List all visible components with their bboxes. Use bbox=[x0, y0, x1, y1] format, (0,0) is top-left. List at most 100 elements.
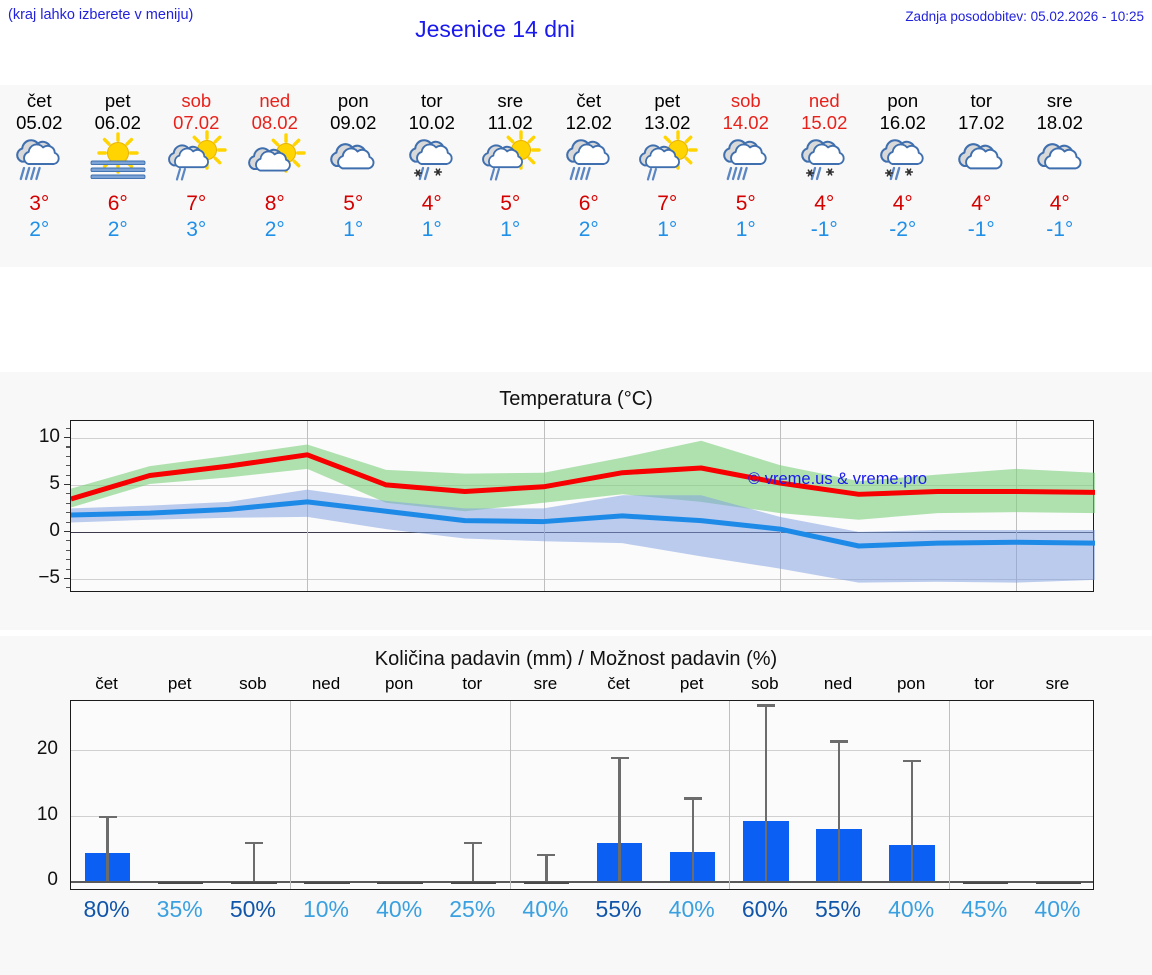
precip-bar-zero bbox=[231, 882, 277, 885]
day-column-18-02[interactable]: sre 18.02 4° -1° bbox=[1021, 85, 1100, 267]
precip-error-bar bbox=[691, 797, 694, 882]
vertical-gridline bbox=[509, 701, 511, 889]
copyright-label: © vreme.us & vreme.pro bbox=[748, 470, 928, 488]
precip-day-label: tor bbox=[974, 674, 995, 693]
page-header: (kraj lahko izberete v meniju) Jesenice … bbox=[0, 0, 1152, 46]
vertical-gridline bbox=[290, 701, 292, 889]
day-column-14-02[interactable]: sob 14.02 5° 1° bbox=[707, 85, 786, 267]
cloud-icon bbox=[942, 136, 1021, 188]
precip-day-label: pet bbox=[679, 674, 704, 693]
temp-min: 3° bbox=[186, 218, 207, 241]
precip-day-label: sre bbox=[533, 674, 558, 693]
temp-min: 2° bbox=[29, 218, 50, 241]
day-column-10-02[interactable]: tor 10.02 4° 1° bbox=[393, 85, 472, 267]
temp-min: 2° bbox=[107, 218, 128, 241]
precip-day-label: sob bbox=[239, 674, 267, 693]
cloud-icon bbox=[314, 136, 393, 188]
precip-error-bar bbox=[618, 756, 621, 882]
temp-min: 2° bbox=[578, 218, 599, 241]
day-of-week: tor bbox=[970, 90, 993, 111]
precip-day-label: ned bbox=[823, 674, 853, 693]
precip-probability-label: 45% bbox=[961, 896, 1008, 922]
day-date: 11.02 bbox=[487, 112, 533, 133]
day-of-week: pet bbox=[654, 90, 681, 111]
day-column-11-02[interactable]: sre 11.02 5° 1° bbox=[471, 85, 550, 267]
precip-probability-label: 55% bbox=[814, 896, 862, 922]
precip-day-label: čet bbox=[95, 674, 118, 693]
day-of-week: ned bbox=[259, 90, 291, 111]
day-column-05-02[interactable]: čet 05.02 3° 2° bbox=[0, 85, 79, 267]
precip-bar-zero bbox=[158, 882, 204, 885]
day-column-16-02[interactable]: pon 16.02 4° -2° bbox=[864, 85, 943, 267]
gridline-10 bbox=[71, 437, 1093, 439]
temp-min: -1° bbox=[1046, 218, 1074, 241]
y-minor-tick bbox=[66, 446, 70, 448]
day-column-06-02[interactable]: pet 06.02 6° 2° bbox=[79, 85, 158, 267]
y-axis-label-10: 10 bbox=[36, 803, 58, 825]
y-minor-tick bbox=[66, 540, 70, 542]
precip-day-label: sre bbox=[1045, 674, 1070, 693]
day-of-week: čet bbox=[576, 90, 602, 111]
temp-min: 1° bbox=[343, 218, 364, 241]
day-date: 09.02 bbox=[330, 112, 377, 133]
y-axis-label-20: 20 bbox=[36, 738, 58, 760]
day-of-week: pon bbox=[337, 90, 369, 111]
last-updated: Zadnja posodobitev: 05.02.2026 - 10:25 bbox=[905, 9, 1144, 24]
cloud-icon bbox=[1021, 136, 1100, 188]
day-of-week: tor bbox=[420, 90, 443, 111]
precip-day-label: čet bbox=[607, 674, 630, 693]
y-minor-tick bbox=[66, 465, 70, 467]
cloud-sleet-icon bbox=[864, 136, 943, 188]
temp-max: 4° bbox=[971, 192, 992, 215]
temperature-plot-area bbox=[70, 420, 1095, 592]
precip-day-label: tor bbox=[462, 674, 483, 693]
gridline-20 bbox=[71, 750, 1093, 752]
y-minor-tick bbox=[66, 512, 70, 514]
precip-error-cap bbox=[683, 797, 702, 800]
day-date: 18.02 bbox=[1036, 112, 1083, 133]
precip-bar-zero bbox=[450, 882, 496, 885]
menu-hint: (kraj lahko izberete v meniju) bbox=[8, 7, 194, 23]
temp-min: 1° bbox=[735, 218, 756, 241]
y-tick-mark bbox=[64, 577, 70, 580]
day-column-15-02[interactable]: ned 15.02 4° -1° bbox=[785, 85, 864, 267]
precip-error-cap bbox=[830, 740, 848, 743]
day-of-week: sob bbox=[181, 90, 212, 111]
precip-bar-zero bbox=[962, 882, 1008, 885]
day-column-12-02[interactable]: čet 12.02 6° 2° bbox=[550, 85, 629, 267]
precip-bar-zero bbox=[304, 882, 350, 885]
temp-min: -1° bbox=[810, 218, 838, 241]
precip-probability-label: 40% bbox=[888, 896, 935, 922]
precip-error-cap bbox=[464, 841, 483, 845]
temp-max: 8° bbox=[264, 192, 285, 215]
y-axis-label-10: 10 bbox=[38, 425, 60, 447]
day-column-17-02[interactable]: tor 17.02 4° -1° bbox=[942, 85, 1021, 267]
temperature-chart: Temperatura (°C) © vreme.us & vreme.pro … bbox=[0, 372, 1152, 630]
precip-probability-label: 40% bbox=[668, 896, 715, 922]
day-date: 16.02 bbox=[879, 112, 926, 133]
precip-probability-label: 35% bbox=[156, 896, 203, 922]
day-column-07-02[interactable]: sob 07.02 7° 3° bbox=[157, 85, 236, 267]
y-axis-label-5: 5 bbox=[49, 472, 60, 494]
temp-min: 1° bbox=[657, 218, 678, 241]
y-minor-tick bbox=[66, 521, 70, 523]
day-column-09-02[interactable]: pon 09.02 5° 1° bbox=[314, 85, 393, 267]
precip-day-label: pet bbox=[167, 674, 192, 693]
rain-cloud-icon bbox=[707, 136, 786, 188]
temp-max: 7° bbox=[657, 192, 678, 215]
precip-bar-zero bbox=[377, 882, 423, 885]
temperature-series bbox=[71, 440, 1095, 583]
y-minor-tick bbox=[66, 474, 70, 476]
day-date: 13.02 bbox=[644, 112, 691, 133]
y-axis-label-0: 0 bbox=[47, 869, 58, 891]
temp-min: -2° bbox=[889, 218, 917, 241]
temp-max: 4° bbox=[421, 192, 442, 215]
sun-cloud-rain-icon bbox=[628, 130, 707, 188]
y-tick-mark bbox=[64, 436, 70, 439]
sun-cloud-rain-icon bbox=[157, 130, 236, 188]
precip-error-bar bbox=[764, 704, 768, 882]
day-column-08-02[interactable]: ned 08.02 8° 2° bbox=[236, 85, 315, 267]
day-of-week: pet bbox=[104, 90, 131, 111]
day-column-13-02[interactable]: pet 13.02 7° 1° bbox=[628, 85, 707, 267]
precip-day-label: sob bbox=[751, 674, 779, 693]
